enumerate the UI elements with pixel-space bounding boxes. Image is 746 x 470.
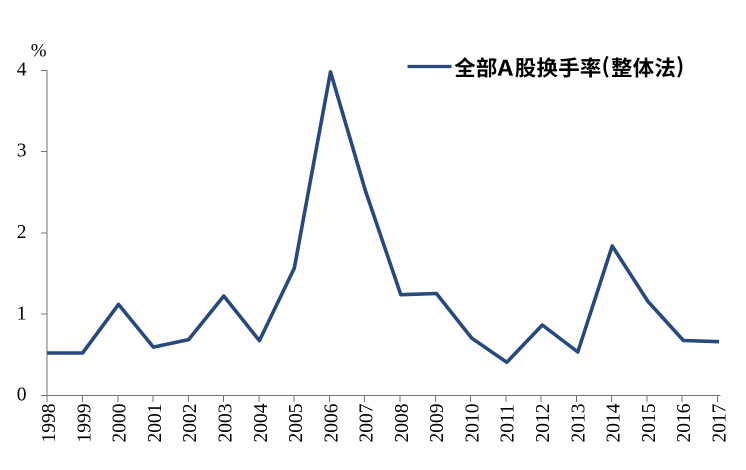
svg-text:2017: 2017 <box>709 403 730 442</box>
svg-text:2005: 2005 <box>286 404 307 443</box>
svg-text:2007: 2007 <box>357 403 378 442</box>
svg-text:2011: 2011 <box>498 404 519 442</box>
svg-text:2016: 2016 <box>674 403 695 442</box>
svg-text:2008: 2008 <box>392 404 413 443</box>
svg-text:%: % <box>31 41 47 62</box>
svg-text:2002: 2002 <box>180 404 201 443</box>
svg-text:2010: 2010 <box>463 404 484 443</box>
svg-text:2003: 2003 <box>216 404 237 443</box>
svg-text:2: 2 <box>17 222 27 243</box>
svg-text:2006: 2006 <box>321 403 342 442</box>
svg-text:2015: 2015 <box>639 404 660 443</box>
svg-text:2009: 2009 <box>427 404 448 443</box>
svg-text:2001: 2001 <box>145 404 166 443</box>
svg-text:3: 3 <box>17 141 27 162</box>
svg-text:2013: 2013 <box>568 404 589 443</box>
svg-text:1999: 1999 <box>74 404 95 443</box>
svg-text:0: 0 <box>17 385 27 406</box>
svg-text:2004: 2004 <box>251 403 272 442</box>
svg-text:1998: 1998 <box>39 404 60 443</box>
svg-text:2000: 2000 <box>110 404 131 443</box>
svg-text:2012: 2012 <box>533 404 554 443</box>
svg-text:2014: 2014 <box>604 403 625 442</box>
svg-text:4: 4 <box>17 60 27 81</box>
svg-text:1: 1 <box>17 303 27 324</box>
